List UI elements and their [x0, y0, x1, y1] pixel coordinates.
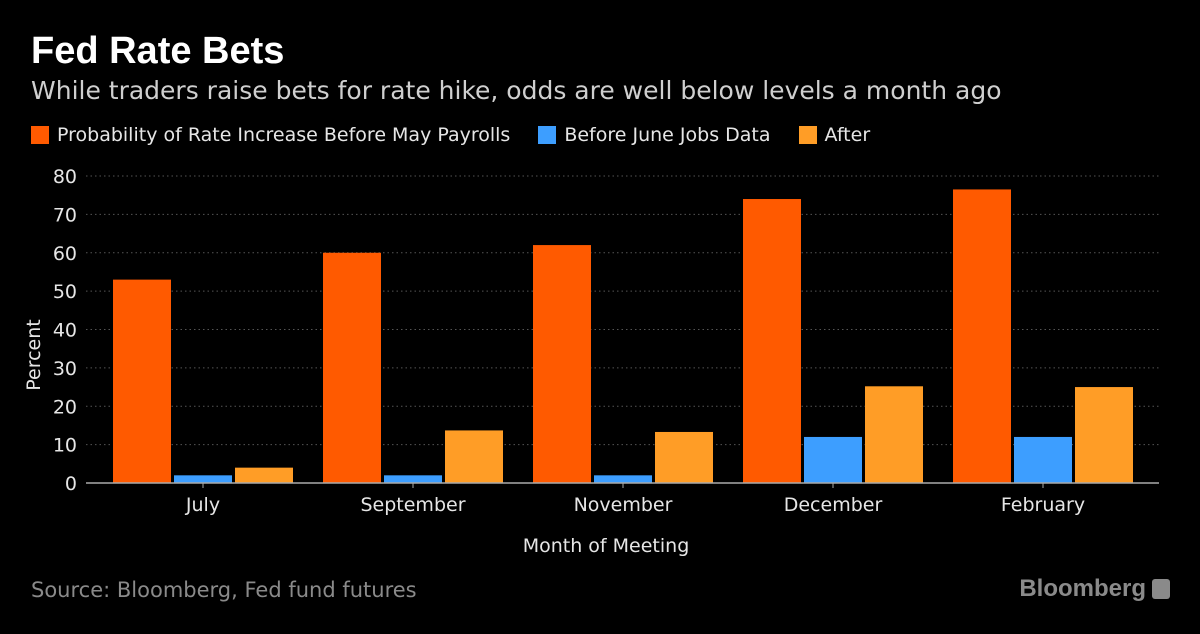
legend-item-after: After [798, 124, 871, 146]
y-tick-label: 20 [53, 396, 77, 418]
chart-subtitle: While traders raise bets for rate hike, … [31, 76, 1002, 105]
y-axis-label: Percent [23, 319, 45, 391]
legend-item-before-june: Before June Jobs Data [538, 124, 771, 146]
bar-december-series-0 [743, 199, 801, 483]
bar-september-series-0 [323, 252, 381, 483]
bloomberg-logo: Bloomberg [1019, 575, 1170, 603]
legend-swatch [538, 126, 557, 144]
y-tick-label: 30 [53, 358, 77, 380]
y-tick-label: 40 [53, 320, 77, 342]
bar-november-series-1 [594, 475, 652, 483]
x-axis-label: Month of Meeting [523, 535, 690, 557]
y-tick-label: 50 [53, 281, 77, 303]
bar-december-series-1 [804, 436, 862, 483]
bar-november-series-2 [655, 431, 713, 483]
x-tick-label: February [1001, 494, 1085, 516]
bar-february-series-2 [1075, 387, 1133, 483]
legend-label: Before June Jobs Data [564, 124, 771, 146]
bar-july-series-0 [113, 279, 171, 483]
y-tick-label: 60 [53, 243, 77, 265]
bar-september-series-1 [384, 475, 442, 483]
y-tick-label: 10 [53, 435, 77, 457]
x-tick-label: December [784, 494, 883, 516]
x-tick-label: September [360, 494, 465, 516]
y-tick-label: 80 [53, 166, 77, 188]
chart-title: Fed Rate Bets [31, 30, 285, 72]
legend-swatch [31, 126, 49, 144]
source-note: Source: Bloomberg, Fed fund futures [31, 578, 417, 602]
bar-september-series-2 [445, 430, 503, 483]
bar-february-series-0 [953, 189, 1011, 483]
bloomberg-chart-icon [1152, 579, 1170, 599]
legend-label: Probability of Rate Increase Before May … [57, 124, 511, 146]
bar-february-series-1 [1014, 436, 1072, 483]
y-tick-label: 70 [53, 204, 77, 226]
x-tick-label: July [185, 494, 220, 516]
y-tick-label: 0 [65, 473, 77, 495]
legend: Probability of Rate Increase Before May … [31, 124, 870, 146]
bar-november-series-0 [533, 245, 591, 483]
legend-swatch [798, 126, 817, 144]
x-tick-label: November [574, 494, 673, 516]
legend-label: After [824, 124, 871, 146]
bar-july-series-1 [174, 475, 232, 483]
logo-text: Bloomberg [1019, 575, 1146, 602]
legend-item-before-may: Probability of Rate Increase Before May … [31, 124, 510, 146]
bar-december-series-2 [865, 386, 923, 483]
bar-july-series-2 [235, 467, 293, 483]
